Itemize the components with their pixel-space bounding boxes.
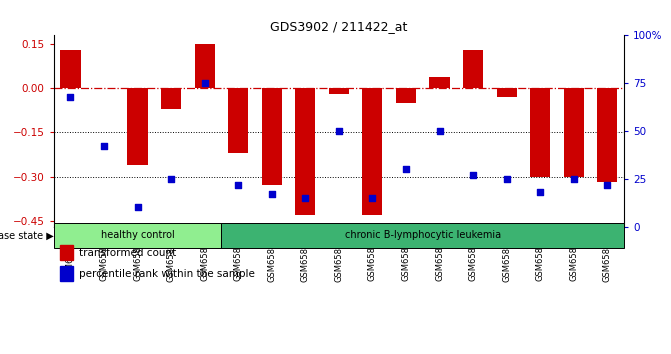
Point bbox=[333, 128, 344, 134]
Point bbox=[602, 182, 613, 187]
Point bbox=[99, 143, 109, 149]
Bar bbox=[564, 88, 584, 177]
Point bbox=[401, 166, 411, 172]
Bar bbox=[362, 88, 382, 215]
Text: healthy control: healthy control bbox=[101, 230, 174, 240]
Point bbox=[166, 176, 176, 182]
Point bbox=[233, 182, 244, 187]
Point bbox=[132, 205, 143, 210]
Point bbox=[300, 195, 311, 201]
Bar bbox=[497, 88, 517, 97]
Point bbox=[501, 176, 512, 182]
Point bbox=[367, 195, 378, 201]
Point bbox=[434, 128, 445, 134]
Bar bbox=[228, 88, 248, 153]
Bar bbox=[597, 88, 617, 182]
Text: percentile rank within the sample: percentile rank within the sample bbox=[79, 269, 255, 279]
Bar bbox=[429, 76, 450, 88]
Bar bbox=[161, 88, 181, 109]
Bar bbox=[195, 44, 215, 88]
Bar bbox=[463, 50, 483, 88]
Bar bbox=[262, 88, 282, 185]
Point bbox=[199, 80, 210, 86]
Bar bbox=[295, 88, 315, 215]
Point bbox=[65, 94, 76, 99]
Text: disease state ▶: disease state ▶ bbox=[0, 230, 54, 240]
Point bbox=[266, 191, 277, 197]
Title: GDS3902 / 211422_at: GDS3902 / 211422_at bbox=[270, 20, 407, 33]
Bar bbox=[60, 50, 81, 88]
FancyBboxPatch shape bbox=[221, 223, 624, 248]
Bar bbox=[396, 88, 416, 103]
Point bbox=[468, 172, 478, 178]
Text: transformed count: transformed count bbox=[79, 247, 176, 258]
Bar bbox=[60, 245, 72, 260]
Bar bbox=[127, 88, 148, 165]
FancyBboxPatch shape bbox=[54, 223, 221, 248]
Text: chronic B-lymphocytic leukemia: chronic B-lymphocytic leukemia bbox=[345, 230, 501, 240]
Bar bbox=[329, 88, 349, 94]
Bar bbox=[530, 88, 550, 177]
Point bbox=[535, 189, 546, 195]
Bar bbox=[60, 266, 72, 281]
Point bbox=[568, 176, 579, 182]
